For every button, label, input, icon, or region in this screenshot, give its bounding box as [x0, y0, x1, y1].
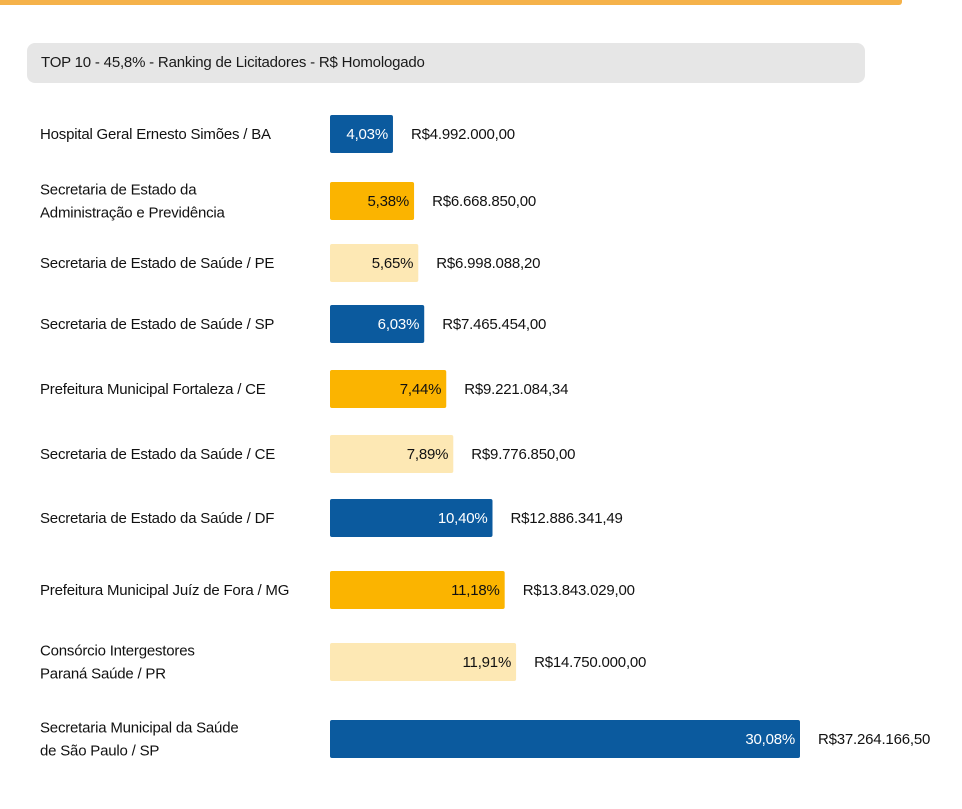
percent-label: 5,38%	[368, 193, 410, 210]
category-label: Administração e Previdência	[40, 205, 226, 222]
category-label: Prefeitura Municipal Juíz de Fora / MG	[40, 582, 289, 599]
category-label: Secretaria de Estado de Saúde / SP	[40, 316, 274, 333]
bar	[330, 244, 419, 282]
amount-label: R$9.221.084,34	[464, 381, 568, 398]
bar	[330, 435, 454, 473]
percent-label: 7,44%	[400, 381, 442, 398]
bar	[330, 305, 425, 343]
category-label: de São Paulo / SP	[40, 743, 159, 760]
percent-label: 11,18%	[451, 582, 500, 599]
category-label: Consórcio Intergestores	[40, 643, 195, 660]
category-label: Secretaria de Estado da Saúde / CE	[40, 446, 275, 463]
bar	[330, 182, 415, 220]
category-label: Paraná Saúde / PR	[40, 666, 166, 683]
percent-label: 4,03%	[346, 126, 388, 143]
category-label: Secretaria de Estado da	[40, 182, 197, 199]
bar	[330, 370, 447, 408]
bar	[330, 720, 800, 758]
amount-label: R$4.992.000,00	[411, 126, 515, 143]
amount-label: R$6.668.850,00	[432, 193, 536, 210]
percent-label: 11,91%	[463, 654, 512, 671]
amount-label: R$9.776.850,00	[471, 446, 575, 463]
amount-label: R$14.750.000,00	[534, 654, 646, 671]
bar	[330, 643, 517, 681]
percent-label: 7,89%	[407, 446, 449, 463]
percent-label: 10,40%	[438, 510, 488, 527]
amount-label: R$12.886.341,49	[511, 510, 623, 527]
amount-label: R$37.264.166,50	[818, 731, 930, 748]
top-accent-rule	[0, 0, 902, 5]
amount-label: R$6.998.088,20	[436, 255, 540, 272]
amount-label: R$7.465.454,00	[442, 316, 546, 333]
bar	[330, 571, 505, 609]
category-label: Prefeitura Municipal Fortaleza / CE	[40, 381, 266, 398]
percent-label: 30,08%	[745, 731, 795, 748]
category-label: Hospital Geral Ernesto Simões / BA	[40, 126, 271, 143]
category-label: Secretaria de Estado da Saúde / DF	[40, 510, 274, 527]
percent-label: 5,65%	[372, 255, 414, 272]
category-label: Secretaria Municipal da Saúde	[40, 720, 239, 737]
percent-label: 6,03%	[378, 316, 420, 333]
chart-title-bar: TOP 10 - 45,8% - Ranking de Licitadores …	[27, 43, 865, 83]
chart-title: TOP 10 - 45,8% - Ranking de Licitadores …	[41, 54, 425, 71]
amount-label: R$13.843.029,00	[523, 582, 635, 599]
bar	[330, 115, 393, 153]
bar	[330, 499, 493, 537]
category-label: Secretaria de Estado de Saúde / PE	[40, 255, 274, 272]
